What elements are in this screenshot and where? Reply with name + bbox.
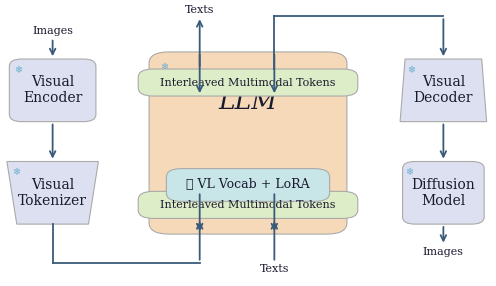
- Text: LLM: LLM: [219, 92, 277, 114]
- Polygon shape: [7, 162, 98, 224]
- Polygon shape: [400, 59, 487, 122]
- Text: Images: Images: [32, 26, 73, 36]
- FancyBboxPatch shape: [138, 191, 358, 219]
- Text: Texts: Texts: [185, 5, 214, 15]
- FancyBboxPatch shape: [403, 162, 484, 224]
- Text: Images: Images: [423, 247, 464, 257]
- Text: Interleaved Multimodal Tokens: Interleaved Multimodal Tokens: [160, 200, 336, 210]
- FancyBboxPatch shape: [9, 59, 96, 122]
- Text: ❄: ❄: [405, 167, 413, 177]
- FancyBboxPatch shape: [166, 169, 330, 201]
- Text: ❄: ❄: [14, 65, 22, 75]
- Text: 🔥 VL Vocab + LoRA: 🔥 VL Vocab + LoRA: [186, 178, 310, 192]
- FancyBboxPatch shape: [138, 69, 358, 96]
- Text: Visual
Tokenizer: Visual Tokenizer: [18, 178, 87, 208]
- Text: Visual
Decoder: Visual Decoder: [414, 75, 473, 106]
- Text: Diffusion
Model: Diffusion Model: [412, 178, 475, 208]
- Text: ❄: ❄: [408, 65, 416, 75]
- Text: Interleaved Multimodal Tokens: Interleaved Multimodal Tokens: [160, 78, 336, 88]
- Text: ❄: ❄: [12, 167, 20, 177]
- Text: Texts: Texts: [259, 264, 289, 274]
- FancyBboxPatch shape: [149, 52, 347, 234]
- Text: ❄: ❄: [160, 62, 168, 72]
- Text: Visual
Encoder: Visual Encoder: [23, 75, 82, 106]
